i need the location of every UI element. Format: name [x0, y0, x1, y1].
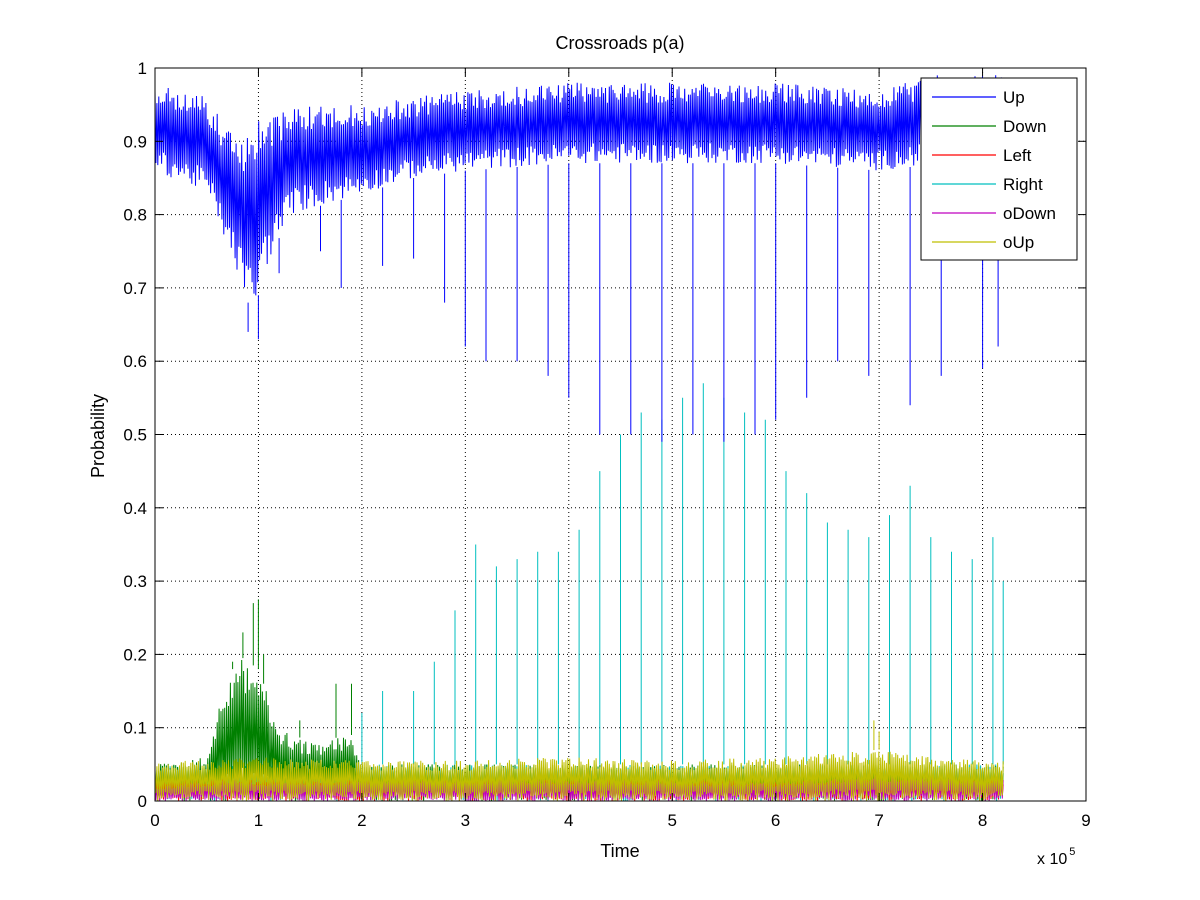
x-multiplier-exponent: 5: [1069, 846, 1075, 858]
legend-label-left: Left: [1003, 146, 1032, 165]
x-axis-label: Time: [600, 841, 639, 861]
x-tick-label: 6: [771, 811, 780, 830]
series-oup: [154, 720, 1004, 802]
y-tick-label: 0.2: [123, 645, 147, 664]
x-tick-label: 7: [874, 811, 883, 830]
y-tick-label: 0.7: [123, 279, 147, 298]
x-tick-label: 9: [1081, 811, 1090, 830]
y-tick-label: 0.1: [123, 719, 147, 738]
y-tick-label: 0.3: [123, 572, 147, 591]
y-axis-label: Probability: [88, 394, 108, 478]
x-multiplier: x 10 5: [1037, 846, 1075, 868]
x-tick-label: 8: [978, 811, 987, 830]
legend-label-up: Up: [1003, 88, 1025, 107]
x-tick-label: 1: [254, 811, 263, 830]
y-tick-label: 0.9: [123, 132, 147, 151]
legend: Up Down Left Right oDown oUp: [920, 77, 1078, 261]
x-tick-label: 3: [461, 811, 470, 830]
y-tick-label: 0.8: [123, 206, 147, 225]
series-line-oup: [154, 751, 1004, 802]
y-tick-label: 0.6: [123, 352, 147, 371]
series-layer: [154, 75, 1004, 802]
y-tick-label: 1: [138, 59, 147, 78]
x-tick-label: 2: [357, 811, 366, 830]
chart-title: Crossroads p(a): [555, 33, 684, 53]
x-tick-label: 0: [150, 811, 159, 830]
axis-ticks: 0 1 2 3 4 5 6 7 8 9 0 0.1 0.2 0.3 0.4 0.5 0.6 0.7 0.8 0.9 1: [123, 59, 1090, 830]
y-tick-label: 0.4: [123, 499, 147, 518]
y-tick-label: 0: [138, 792, 147, 811]
legend-label-right: Right: [1003, 175, 1043, 194]
series-up: [154, 75, 1004, 442]
x-tick-label: 4: [564, 811, 573, 830]
series-right: [154, 383, 1004, 802]
y-tick-label: 0.5: [123, 426, 147, 445]
legend-label-odown: oDown: [1003, 204, 1056, 223]
legend-box: [920, 77, 1078, 261]
legend-label-down: Down: [1003, 117, 1046, 136]
series-line-up: [154, 75, 1004, 296]
legend-label-oup: oUp: [1003, 233, 1034, 252]
x-tick-label: 5: [667, 811, 676, 830]
x-multiplier-base: x 10: [1037, 851, 1067, 868]
